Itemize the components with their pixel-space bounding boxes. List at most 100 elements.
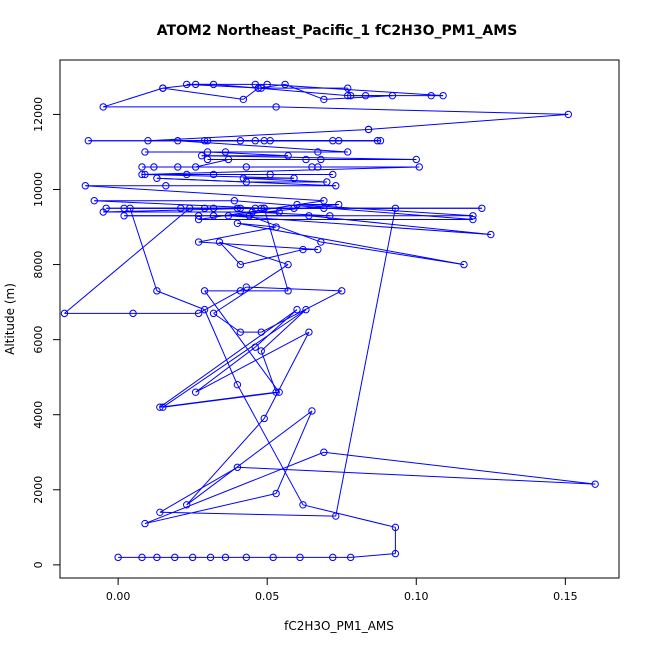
data-point [174, 137, 182, 145]
data-point [305, 328, 313, 336]
data-point [257, 204, 265, 212]
data-point [224, 155, 233, 164]
series-line-segment [204, 290, 280, 393]
data-point [236, 137, 245, 145]
data-point [478, 204, 486, 212]
data-point [469, 212, 477, 220]
data-point [150, 163, 158, 171]
data-point [156, 508, 164, 517]
data-point [233, 204, 242, 212]
data-point [376, 137, 385, 145]
series-line-segment [236, 384, 304, 506]
data-point [233, 219, 242, 227]
series-line-segment [204, 309, 238, 385]
data-point [320, 197, 328, 205]
data-point [156, 403, 164, 411]
data-point [200, 287, 209, 295]
series-line-segment [85, 185, 324, 202]
data-point [99, 103, 107, 111]
data-point [412, 155, 420, 164]
data-point [242, 283, 251, 291]
series-line-segment [156, 177, 247, 183]
data-point [159, 403, 167, 411]
series-line-segment [144, 451, 325, 525]
data-point [290, 204, 298, 212]
data-point [391, 549, 400, 558]
data-point [346, 91, 355, 100]
data-point [329, 170, 337, 179]
data-point [275, 388, 283, 396]
data-point [302, 155, 310, 164]
data-point [343, 148, 352, 156]
data-point [332, 182, 340, 190]
data-point [81, 182, 90, 190]
data-point [209, 204, 218, 212]
data-point [317, 155, 325, 164]
data-point [272, 223, 280, 231]
series-line-segment [162, 391, 280, 408]
data-point [272, 388, 280, 396]
series-line-segment [243, 177, 327, 183]
data-point [272, 489, 280, 498]
y-tick-label: 12000 [32, 97, 45, 132]
data-point [185, 204, 194, 212]
data-point [153, 553, 161, 562]
data-point [332, 512, 340, 520]
series-line-segment [147, 128, 369, 142]
data-point [373, 137, 382, 145]
x-axis-label: fC2H3O_PM1_AMS [284, 619, 394, 633]
data-point [215, 238, 224, 246]
series-line-segment [296, 204, 473, 217]
series-line-segment [320, 241, 465, 266]
data-point [138, 553, 146, 562]
data-point [564, 110, 573, 119]
data-point [361, 91, 370, 100]
data-point [138, 170, 146, 179]
series-line-segment [237, 466, 596, 485]
series-line-segment [129, 208, 158, 292]
data-point [153, 287, 161, 295]
series-line-segment [254, 309, 298, 348]
data-point [194, 238, 203, 246]
data-point [200, 204, 209, 212]
data-point [320, 448, 328, 456]
data-point [487, 230, 495, 239]
data-point [183, 170, 191, 179]
series-line-segment [302, 504, 396, 528]
data-point [251, 137, 259, 145]
series-line-segment [159, 466, 238, 513]
x-axis: 0.00 0.05 0.10 0.15 [106, 577, 578, 603]
data-point [230, 197, 239, 205]
data-point [138, 163, 146, 171]
data-point [191, 80, 200, 89]
data-point [221, 553, 230, 562]
data-point [188, 553, 197, 562]
data-point [326, 212, 334, 220]
data-point [343, 84, 352, 92]
data-point [194, 309, 203, 318]
y-tick-label: 8000 [32, 251, 45, 279]
series-line-segment [246, 286, 342, 292]
data-point [364, 125, 373, 134]
data-point [191, 388, 200, 396]
data-point [191, 163, 200, 171]
series-line-segment [195, 346, 256, 393]
data-point [242, 553, 251, 562]
data-point [427, 91, 435, 100]
data-point [114, 553, 122, 562]
series-line-segment [64, 207, 191, 314]
data-point [90, 197, 98, 205]
data-point [144, 137, 152, 145]
data-point [183, 501, 191, 509]
data-point [266, 170, 274, 179]
data-point [314, 148, 322, 156]
data-point [284, 287, 292, 295]
data-point [299, 501, 307, 509]
chart-title: ATOM2 Northeast_Pacific_1 fC2H3O_PM1_AMS [157, 23, 518, 39]
data-point [284, 152, 292, 160]
series-line-segment [103, 87, 164, 108]
data-point [290, 174, 298, 182]
series-line-segment [252, 211, 330, 217]
series-line-segment [323, 451, 596, 485]
